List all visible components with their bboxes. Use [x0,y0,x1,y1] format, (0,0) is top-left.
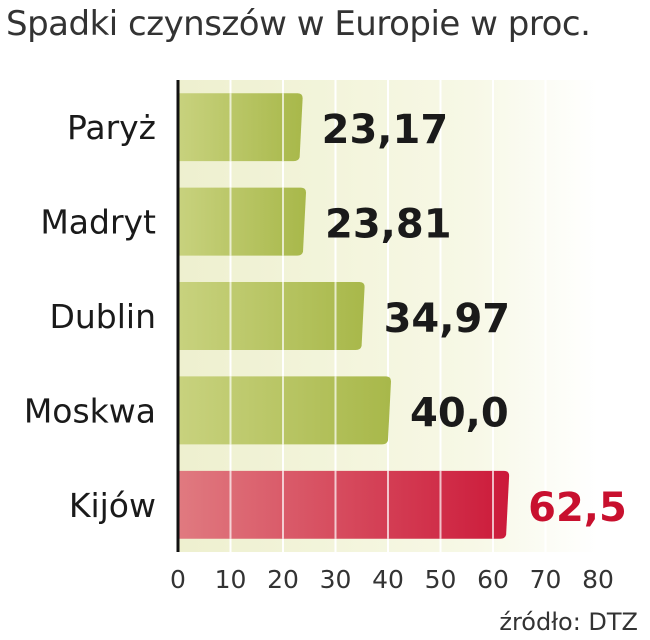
x-tick-label: 50 [425,565,457,594]
category-label: Moskwa [24,391,156,430]
source-note: źródło: DTZ [499,608,638,636]
x-tick-label: 0 [170,565,186,594]
category-label: Madryt [40,203,156,242]
x-tick-label: 30 [320,565,352,594]
bar [178,93,303,162]
category-label: Dublin [49,297,156,336]
bar [178,187,307,256]
value-label: 40,0 [410,390,509,436]
labels: Paryż 23,17 Madryt 23,81 Dublin 34,97 Moskwa 40… [24,107,627,531]
x-tick-label: 40 [372,565,404,594]
value-label: 62,5 [528,485,627,531]
category-label: Paryż [67,108,156,147]
bar [178,282,365,350]
x-axis-ticks: 0 10 20 30 40 50 60 70 80 [170,565,614,594]
x-tick-label: 70 [530,565,562,594]
bars [178,93,510,539]
x-tick-label: 20 [267,565,299,594]
x-tick-label: 10 [215,565,247,594]
category-label: Kijów [69,486,156,525]
value-label: 23,17 [322,107,449,153]
bar [178,376,391,445]
value-label: 34,97 [384,296,511,342]
chart-title: Spadki czynszów w Europie w proc. [6,4,591,44]
x-tick-label: 80 [582,565,614,594]
bar [178,470,510,539]
x-tick-label: 60 [477,565,509,594]
value-label: 23,81 [325,202,452,248]
